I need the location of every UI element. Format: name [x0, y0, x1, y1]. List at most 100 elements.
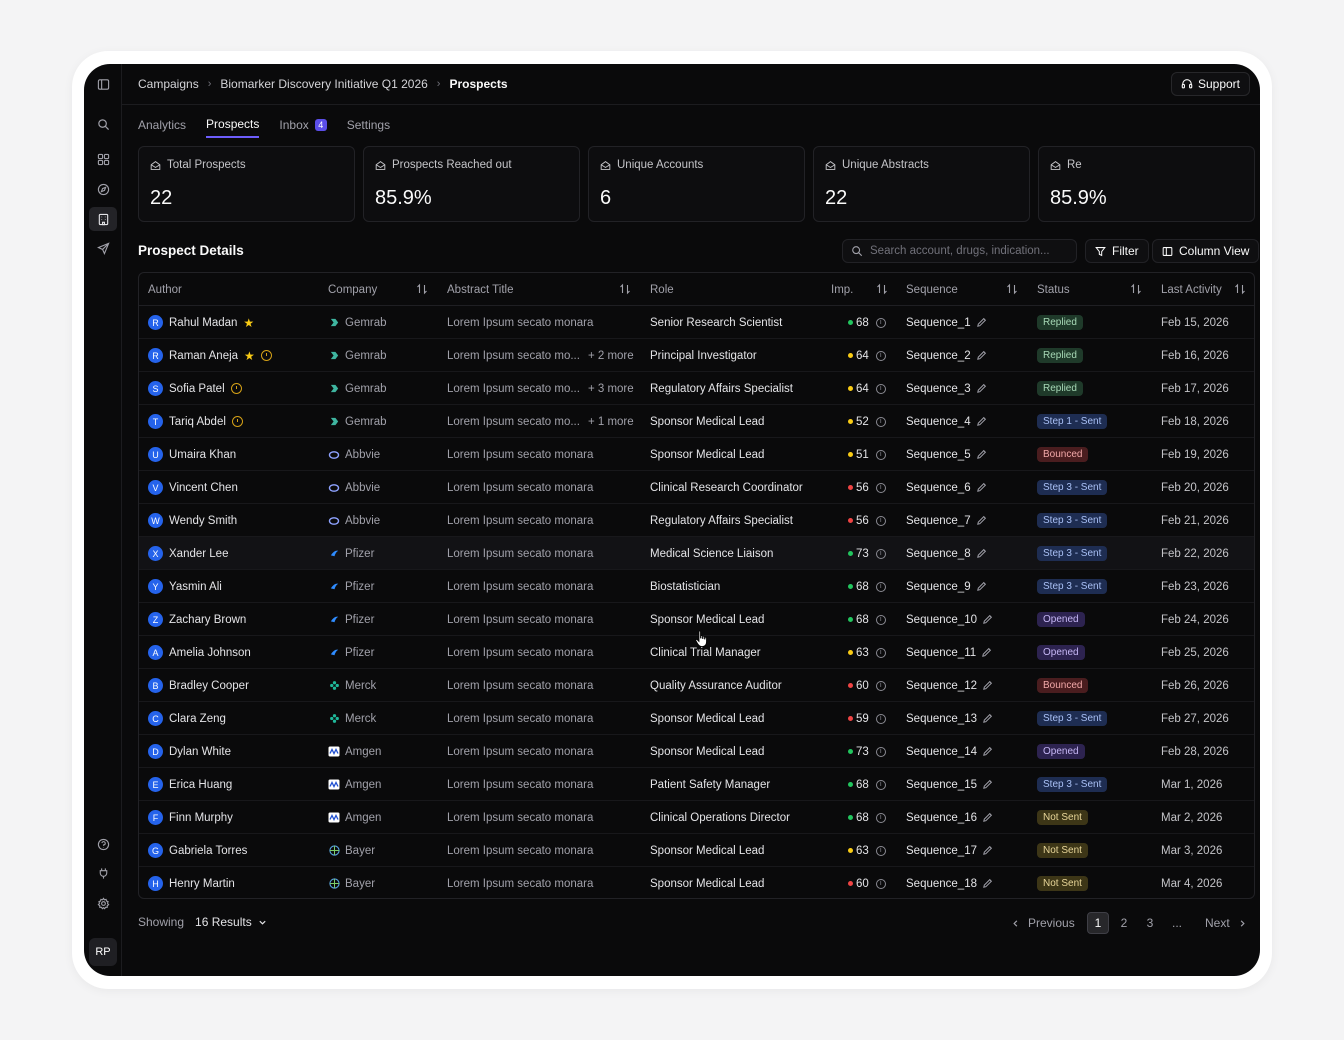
author-cell[interactable]: C Clara Zeng — [148, 702, 226, 735]
author-cell[interactable]: S Sofia Patel — [148, 372, 242, 405]
edit-icon[interactable] — [976, 350, 987, 361]
author-cell[interactable]: Z Zachary Brown — [148, 603, 246, 636]
sequence-name[interactable]: Sequence_14 — [906, 745, 977, 758]
table-row[interactable]: R Rahul Madan ★ Gemrab Lorem Ipsum secato mo… — [139, 306, 1254, 339]
author-cell[interactable]: D Dylan White — [148, 735, 231, 768]
col-status[interactable]: Status — [1037, 283, 1070, 296]
search-icon[interactable] — [93, 114, 113, 134]
breadcrumb-campaigns[interactable]: Campaigns — [138, 77, 199, 91]
sequence-name[interactable]: Sequence_11 — [906, 646, 977, 659]
info-icon[interactable]: i — [875, 647, 886, 658]
sidebar-toggle-icon[interactable] — [93, 74, 113, 94]
info-icon[interactable]: i — [875, 845, 886, 856]
info-icon[interactable]: i — [875, 746, 886, 757]
search-input[interactable] — [870, 245, 1070, 257]
col-last-activity[interactable]: Last Activity — [1161, 283, 1222, 296]
tab-analytics[interactable]: Analytics — [138, 117, 186, 138]
more-abstracts-link[interactable]: + 1 more — [587, 415, 634, 428]
edit-icon[interactable] — [982, 845, 993, 856]
edit-icon[interactable] — [982, 680, 993, 691]
breadcrumb-campaign[interactable]: Biomarker Discovery Initiative Q1 2026 — [220, 77, 428, 91]
info-icon[interactable]: i — [875, 779, 886, 790]
info-icon[interactable]: i — [875, 482, 886, 493]
col-imp[interactable]: Imp. — [831, 283, 854, 296]
table-row[interactable]: R Raman Aneja ★ Gemrab Lorem Ipsum secato mo… — [139, 339, 1254, 372]
sort-icon[interactable] — [876, 283, 888, 295]
page-1[interactable]: 1 — [1087, 912, 1109, 934]
table-row[interactable]: Z Zachary Brown Pfizer Lorem Ipsum secato m… — [139, 603, 1254, 636]
table-row[interactable]: A Amelia Johnson Pfizer Lorem Ipsum secato … — [139, 636, 1254, 669]
tab-prospects[interactable]: Prospects — [206, 117, 260, 138]
help-icon[interactable] — [93, 834, 113, 854]
author-cell[interactable]: X Xander Lee — [148, 537, 228, 570]
edit-icon[interactable] — [976, 482, 987, 493]
sequence-name[interactable]: Sequence_12 — [906, 679, 977, 692]
sequence-name[interactable]: Sequence_2 — [906, 349, 971, 362]
sequence-name[interactable]: Sequence_9 — [906, 580, 971, 593]
sequence-name[interactable]: Sequence_13 — [906, 712, 977, 725]
info-icon[interactable]: i — [875, 548, 886, 559]
sequence-name[interactable]: Sequence_16 — [906, 811, 977, 824]
author-cell[interactable]: H Henry Martin — [148, 867, 235, 898]
support-button[interactable]: Support — [1170, 72, 1250, 96]
sort-icon[interactable] — [1006, 283, 1018, 295]
sort-icon[interactable] — [1234, 283, 1246, 295]
sequence-name[interactable]: Sequence_1 — [906, 316, 971, 329]
star-icon[interactable]: ★ — [243, 315, 255, 330]
table-row[interactable]: H Henry Martin Bayer Lorem Ipsum secato mon… — [139, 867, 1254, 898]
sequence-name[interactable]: Sequence_18 — [906, 877, 977, 890]
table-row[interactable]: U Umaira Khan Abbvie Lorem Ipsum secato mon… — [139, 438, 1254, 471]
info-icon[interactable]: i — [875, 317, 886, 328]
filter-button[interactable]: Filter — [1085, 239, 1149, 263]
gear-icon[interactable] — [93, 893, 113, 913]
more-abstracts-link[interactable]: + 2 more — [587, 349, 634, 362]
info-icon[interactable]: i — [875, 680, 886, 691]
info-icon[interactable]: i — [875, 614, 886, 625]
sequence-name[interactable]: Sequence_7 — [906, 514, 971, 527]
author-cell[interactable]: F Finn Murphy — [148, 801, 233, 834]
more-abstracts-link[interactable]: + 3 more — [587, 382, 634, 395]
table-row[interactable]: C Clara Zeng Merck Lorem Ipsum secato monar… — [139, 702, 1254, 735]
col-abstract-title[interactable]: Abstract Title — [447, 283, 514, 296]
edit-icon[interactable] — [982, 779, 993, 790]
info-icon[interactable]: i — [875, 350, 886, 361]
edit-icon[interactable] — [982, 614, 993, 625]
info-icon[interactable]: i — [875, 383, 886, 394]
plug-icon[interactable] — [93, 863, 113, 883]
page-2[interactable]: 2 — [1120, 916, 1128, 930]
edit-icon[interactable] — [976, 581, 987, 592]
compass-icon[interactable] — [93, 179, 113, 199]
author-cell[interactable]: Y Yasmin Ali — [148, 570, 222, 603]
col-sequence[interactable]: Sequence — [906, 283, 958, 296]
edit-icon[interactable] — [982, 713, 993, 724]
sequence-name[interactable]: Sequence_5 — [906, 448, 971, 461]
table-row[interactable]: D Dylan White Amgen Lorem Ipsum secato mona… — [139, 735, 1254, 768]
author-cell[interactable]: E Erica Huang — [148, 768, 232, 801]
sequence-name[interactable]: Sequence_10 — [906, 613, 977, 626]
sequence-name[interactable]: Sequence_8 — [906, 547, 971, 560]
previous-button[interactable]: Previous — [1011, 912, 1075, 934]
info-icon[interactable]: i — [875, 713, 886, 724]
info-icon[interactable]: i — [875, 416, 886, 427]
edit-icon[interactable] — [976, 548, 987, 559]
edit-icon[interactable] — [982, 812, 993, 823]
edit-icon[interactable] — [976, 515, 987, 526]
edit-icon[interactable] — [976, 449, 987, 460]
table-row[interactable]: F Finn Murphy Amgen Lorem Ipsum secato mona… — [139, 801, 1254, 834]
sequence-name[interactable]: Sequence_3 — [906, 382, 971, 395]
page-3[interactable]: 3 — [1146, 916, 1154, 930]
results-dropdown[interactable]: 16 Results — [195, 915, 267, 929]
author-cell[interactable]: W Wendy Smith — [148, 504, 237, 537]
tab-inbox[interactable]: Inbox 4 — [279, 117, 327, 138]
edit-icon[interactable] — [981, 647, 992, 658]
tab-settings[interactable]: Settings — [347, 117, 390, 138]
col-author[interactable]: Author — [148, 283, 182, 296]
dashboard-icon[interactable] — [93, 149, 113, 169]
table-row[interactable]: B Bradley Cooper Merck Lorem Ipsum secato m… — [139, 669, 1254, 702]
next-button[interactable]: Next — [1205, 912, 1247, 934]
author-cell[interactable]: U Umaira Khan — [148, 438, 236, 471]
table-row[interactable]: W Wendy Smith Abbvie Lorem Ipsum secato mon… — [139, 504, 1254, 537]
table-row[interactable]: G Gabriela Torres Bayer Lorem Ipsum secato … — [139, 834, 1254, 867]
table-row[interactable]: T Tariq Abdel Gemrab Lorem Ipsum secato mo.… — [139, 405, 1254, 438]
author-cell[interactable]: T Tariq Abdel — [148, 405, 243, 438]
